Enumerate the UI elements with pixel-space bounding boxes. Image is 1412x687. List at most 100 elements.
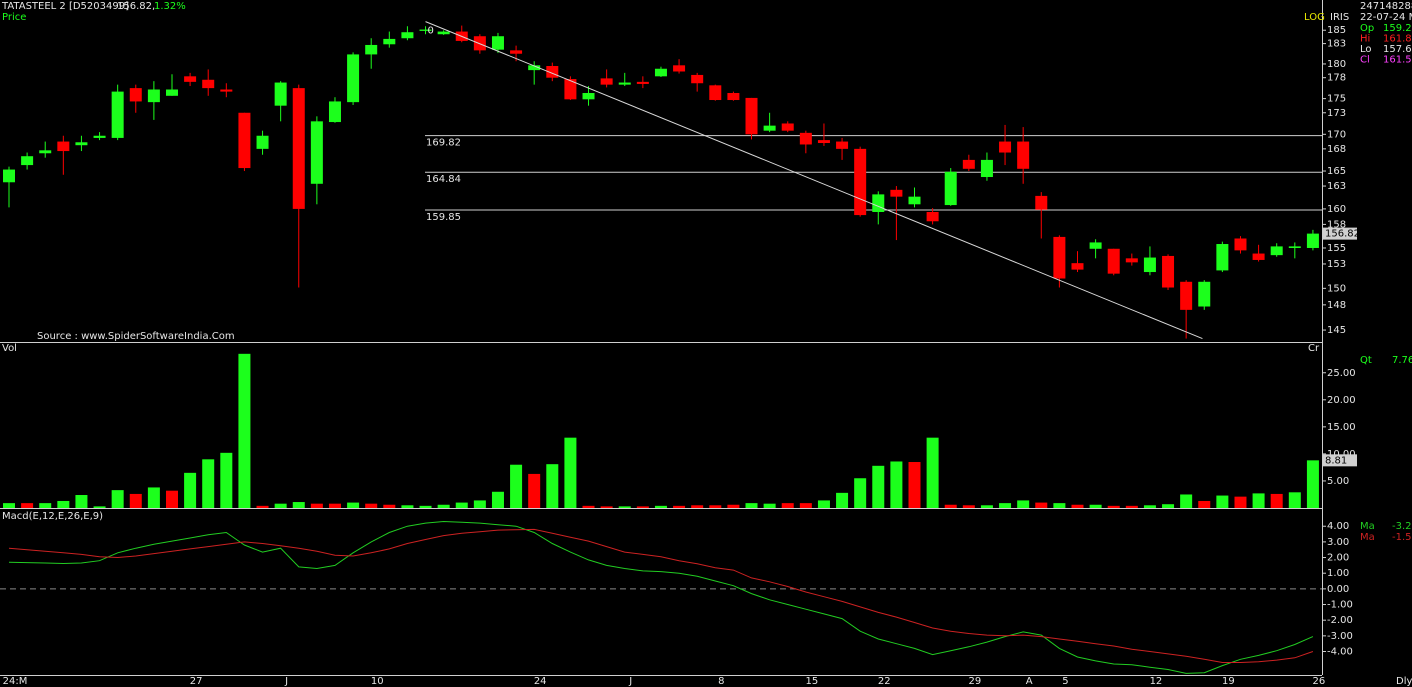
candle-body (1306, 233, 1319, 248)
candle-body (962, 159, 975, 169)
candle-body (1071, 263, 1084, 270)
y-tick-label: 20.00 (1327, 395, 1356, 406)
candle-body (419, 29, 432, 31)
info-date: 22-07-24 Mo (1360, 12, 1412, 23)
volume-bar (419, 505, 432, 508)
macd-line (8, 528, 1314, 663)
volume-bar (564, 437, 577, 508)
y-tick-label: -1.00 (1327, 600, 1353, 611)
candle-body (781, 123, 794, 131)
level-label: 164.84 (426, 174, 461, 185)
last-price: 156.82, (117, 1, 155, 12)
candle-body (111, 91, 124, 138)
candle-body (202, 79, 215, 89)
volume-bar (600, 506, 613, 508)
candle-body (1180, 281, 1193, 310)
candle-body (437, 31, 450, 35)
y-tick-label: 165 (1327, 166, 1346, 177)
candle-body (691, 74, 704, 84)
volume-bar (473, 500, 486, 508)
candle-body (763, 125, 776, 131)
volume-bar (980, 505, 993, 508)
y-tick-label: 3.00 (1327, 537, 1349, 548)
candle-body (1198, 281, 1211, 307)
volume-bar (347, 502, 360, 508)
scale-label: LOG (1304, 12, 1325, 23)
candle-body (980, 159, 993, 178)
candle-body (39, 150, 52, 154)
candle-body (709, 85, 722, 101)
volume-bar (437, 504, 450, 508)
symbol-title: TATASTEEL 2 [D5203499] (1, 1, 129, 12)
volume-bar (836, 492, 849, 508)
volume-bar (1198, 500, 1211, 508)
candle-body (1107, 248, 1120, 274)
volume-bar (292, 502, 305, 508)
x-tick-label: 12 (1150, 676, 1163, 687)
volume-bar (111, 490, 124, 508)
y-tick-label: 168 (1327, 144, 1346, 155)
candle-body (1162, 255, 1175, 288)
candle-body (1234, 238, 1247, 251)
y-tick-label: 5.00 (1327, 476, 1349, 487)
panel-label: Vol (2, 343, 17, 354)
y-tick-label: 173 (1327, 108, 1346, 119)
volume-bar (944, 504, 957, 508)
candle-body (57, 141, 70, 152)
volume-bar (1053, 503, 1066, 508)
volume-bar (1143, 505, 1156, 508)
volume-bar (799, 503, 812, 508)
info-volume: 247148288.0 (1360, 1, 1412, 12)
level-label: 159.85 (426, 212, 461, 223)
change-pct: 1.32% (154, 1, 186, 12)
candle-body (836, 141, 849, 149)
candle-body (1035, 195, 1048, 210)
volume-bar (618, 506, 631, 508)
volume-bar (328, 503, 341, 508)
legend-name: Ma (1360, 521, 1375, 532)
source-note: Source : www.SpiderSoftwareIndia.Com (37, 331, 235, 342)
x-tick-label: 26 (1313, 676, 1326, 687)
x-tick-label: 5 (1062, 676, 1068, 687)
volume-bar (383, 504, 396, 508)
candle-body (636, 81, 649, 84)
volume-bar (1089, 504, 1102, 508)
candle-body (564, 79, 577, 100)
volume-bar (582, 505, 595, 508)
volume-bar (763, 503, 776, 508)
x-tick-label: J (628, 676, 632, 687)
y-tick-label: 180 (1327, 59, 1346, 70)
x-tick-label: 24:M (3, 676, 28, 687)
volume-bar (310, 503, 323, 508)
candle-body (1216, 244, 1229, 271)
trend-label: 0 (428, 26, 434, 37)
volume-bar (1216, 495, 1229, 508)
candle-body (491, 36, 504, 50)
volume-bar (1162, 504, 1175, 508)
price-tag-label: 156.82 (1325, 229, 1360, 240)
volume-bar (238, 353, 251, 508)
candle-body (220, 89, 233, 92)
volume-bar (817, 500, 830, 508)
volume-bar (365, 503, 378, 508)
volume-bar (93, 506, 106, 508)
volume-tag (1323, 454, 1357, 467)
volume-bar (455, 502, 468, 508)
volume-bar (3, 503, 15, 508)
volume-bar (999, 503, 1012, 508)
candle-body (1288, 246, 1301, 248)
candle-body (274, 82, 287, 106)
candle-body (256, 135, 269, 149)
volume-bar (890, 461, 903, 508)
volume-bar (1270, 493, 1283, 508)
volume-bar (727, 504, 740, 508)
candle-body (383, 38, 396, 45)
volume-bar (1035, 502, 1048, 508)
ohlc-label: Hi (1360, 34, 1370, 45)
candle-body (1053, 236, 1066, 279)
volume-bar (491, 491, 504, 508)
volume-bar (165, 490, 178, 508)
x-tick-label: 24 (534, 676, 547, 687)
cr-label: Cr (1308, 343, 1320, 354)
